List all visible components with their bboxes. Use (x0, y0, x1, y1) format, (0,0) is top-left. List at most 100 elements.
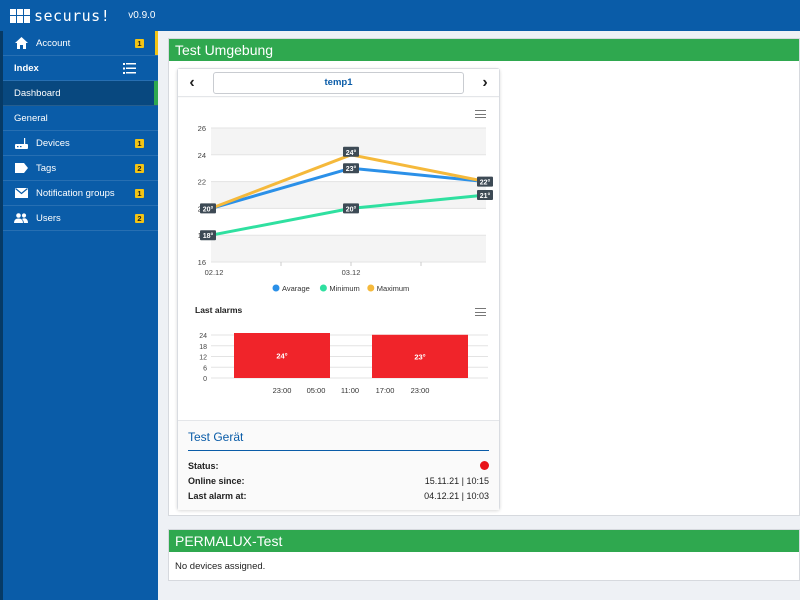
sidebar-item-label: Users (36, 212, 61, 224)
sidebar-item-label: General (14, 112, 48, 124)
y-tick-label: 0 (203, 376, 207, 383)
legend-item: Avarage (282, 284, 310, 293)
status-row: Status: (188, 458, 489, 473)
legend-marker (272, 284, 280, 292)
last-alarm-row: Last alarm at: 04.12.21 | 10:03 (188, 488, 489, 503)
sidebar-edge (0, 31, 3, 600)
last-alarm-label: Last alarm at: (188, 490, 247, 501)
sidebar-item-dashboard[interactable]: Dashboard (0, 81, 158, 106)
count-badge: 1 (135, 38, 144, 48)
y-tick-label: 18 (199, 344, 207, 351)
data-label-text: 18° (203, 232, 214, 240)
data-label-text: 22° (480, 179, 491, 187)
data-label: 20° (343, 203, 359, 214)
data-label-bg (477, 176, 493, 187)
list-icon[interactable] (122, 62, 136, 74)
data-label-text: 23° (346, 165, 357, 173)
users-icon (14, 212, 28, 224)
sidebar-item-devices[interactable]: Devices 1 (0, 131, 158, 156)
sidebar-item-label: Notification groups (36, 187, 115, 199)
last-alarm-value: 04.12.21 | 10:03 (424, 490, 489, 501)
data-label-bg (343, 163, 359, 174)
data-label: 23° (343, 163, 359, 174)
sidebar-item-general[interactable]: General (0, 106, 158, 131)
grid-band (211, 235, 486, 262)
sidebar-item-label: Account (36, 37, 71, 49)
sensor-navigator: ‹ temp1 › (178, 69, 499, 97)
legend-item: Maximum (377, 284, 410, 293)
legend-marker (367, 284, 375, 292)
x-tick-label: 03.12 (342, 268, 361, 277)
empty-message: No devices assigned. (175, 561, 266, 572)
sidebar-item-notification-groups[interactable]: Notification groups 1 (0, 181, 158, 206)
group-panel-permalux-test: PERMALUX-Test No devices assigned. (168, 529, 800, 581)
y-tick-label: 6 (203, 365, 207, 372)
mail-icon (14, 187, 28, 199)
data-label: 20° (200, 203, 216, 214)
sidebar: Account 1 Index Dashboard General Device… (0, 31, 158, 600)
sidebar-item-users[interactable]: Users 2 (0, 206, 158, 231)
sidebar-item-tags[interactable]: Tags 2 (0, 156, 158, 181)
logo-icon (10, 8, 30, 23)
data-label-bg (343, 203, 359, 214)
chevron-right-icon[interactable]: › (482, 73, 488, 91)
group-title[interactable]: PERMALUX-Test (169, 530, 799, 552)
online-since-value: 15.11.21 | 10:15 (424, 475, 489, 486)
x-tick-label: 23:00 (411, 386, 430, 395)
count-badge: 2 (135, 163, 144, 173)
logo[interactable]: securus! (10, 7, 110, 25)
chart-menu-icon[interactable] (475, 110, 486, 118)
app-name: securus! (34, 6, 111, 25)
x-tick-label: 02.12 (205, 268, 224, 277)
x-tick-label: 17:00 (376, 386, 395, 395)
data-label-bg (477, 190, 493, 200)
data-label-bg (200, 230, 216, 241)
alarm-chart-title: Last alarms (195, 305, 243, 315)
sensor-name[interactable]: temp1 (213, 71, 464, 94)
y-tick-label: 24 (199, 333, 207, 340)
main-content: Test Umgebung ‹ temp1 › 16182022242602.1… (158, 31, 800, 600)
sidebar-item-label: Dashboard (14, 87, 61, 99)
sidebar-item-account[interactable]: Account 1 (0, 31, 158, 56)
tag-icon (14, 162, 28, 174)
sidebar-item-label: Devices (36, 137, 70, 149)
legend-marker (319, 284, 327, 292)
status-indicator-icon (480, 461, 489, 470)
group-title[interactable]: Test Umgebung (169, 39, 799, 61)
x-tick-label: 11:00 (341, 386, 359, 395)
chevron-left-icon[interactable]: ‹ (189, 73, 195, 91)
data-label-bg (343, 146, 359, 157)
y-tick-label: 24 (198, 151, 206, 160)
router-icon (14, 137, 28, 149)
data-label: 22° (477, 176, 493, 187)
alarm-bar (234, 333, 330, 378)
alarm-bar-label: 24° (276, 352, 287, 361)
line-chart: 16182022242602.1203.1220°23°22°18°20°21°… (198, 124, 493, 293)
count-badge: 1 (135, 188, 144, 198)
y-tick-label: 26 (198, 124, 206, 133)
online-since-row: Online since: 15.11.21 | 10:15 (188, 473, 489, 488)
alarm-chart-menu-icon[interactable] (475, 308, 486, 316)
sidebar-item-index[interactable]: Index (0, 56, 158, 81)
legend-item: Minimum (329, 284, 359, 293)
online-since-label: Online since: (188, 475, 245, 486)
data-label: 18° (200, 230, 216, 241)
device-name[interactable]: Test Gerät (188, 430, 489, 451)
alarm-bar-label: 23° (414, 352, 425, 361)
y-tick-label: 16 (198, 258, 206, 267)
data-label-bg (200, 203, 216, 214)
device-info: Test Gerät Status: Online since: 15.11.2… (178, 420, 499, 510)
data-label-text: 21° (480, 192, 491, 200)
alarm-bar-chart: Last alarms 0 6 12 18 24 24° 23° 23:00 05:00 11:00… (195, 305, 488, 395)
charts-area: 16182022242602.1203.1220°23°22°18°20°21°… (178, 98, 499, 420)
y-tick-label: 12 (199, 355, 207, 362)
top-bar: securus! v0.9.0 (0, 0, 800, 31)
y-tick-label: 22 (198, 178, 206, 187)
device-card: ‹ temp1 › 16182022242602.1203.1220°23°22… (177, 68, 500, 510)
app-version: v0.9.0 (128, 10, 156, 21)
alarm-bar (372, 334, 468, 378)
data-label-text: 20° (346, 205, 357, 213)
sidebar-item-label: Index (14, 62, 39, 74)
x-tick-label: 23:00 (273, 386, 292, 395)
count-badge: 2 (135, 213, 144, 223)
